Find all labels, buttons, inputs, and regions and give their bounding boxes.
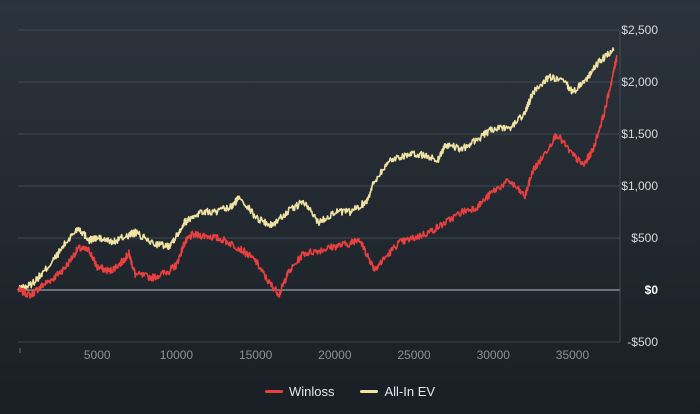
x-tick-label: 35000 <box>556 348 590 362</box>
y-tick-label: $2,500 <box>621 23 658 37</box>
x-tick-label: 20000 <box>318 348 352 362</box>
series-line-winloss <box>17 55 618 299</box>
y-tick-label: $2,000 <box>621 75 658 89</box>
legend-label-allin-ev: All-In EV <box>384 383 436 399</box>
y-tick-label: $1,000 <box>621 179 658 193</box>
legend-swatch-allin-ev <box>360 389 379 393</box>
legend-item-allin-ev[interactable]: All-In EV <box>360 384 435 399</box>
chart-legend: Winloss All-In EV <box>0 381 700 401</box>
legend-swatch-winloss <box>264 389 283 393</box>
x-tick-label: 25000 <box>397 348 431 362</box>
x-tick-label: 10000 <box>160 348 194 362</box>
y-tick-label: -$500 <box>627 335 658 349</box>
x-tick-label: 15000 <box>239 348 273 362</box>
legend-item-winloss[interactable]: Winloss <box>264 383 335 399</box>
series-line-allin-ev <box>17 47 615 293</box>
legend-label-winloss: Winloss <box>288 383 335 399</box>
x-tick-label: 30000 <box>477 348 511 362</box>
x-tick-label: 5000 <box>84 348 111 362</box>
top-edge-bar <box>0 0 700 6</box>
y-tick-label: $500 <box>631 231 658 245</box>
y-tick-label: $0 <box>645 283 659 297</box>
y-tick-label: $1,500 <box>621 127 658 141</box>
